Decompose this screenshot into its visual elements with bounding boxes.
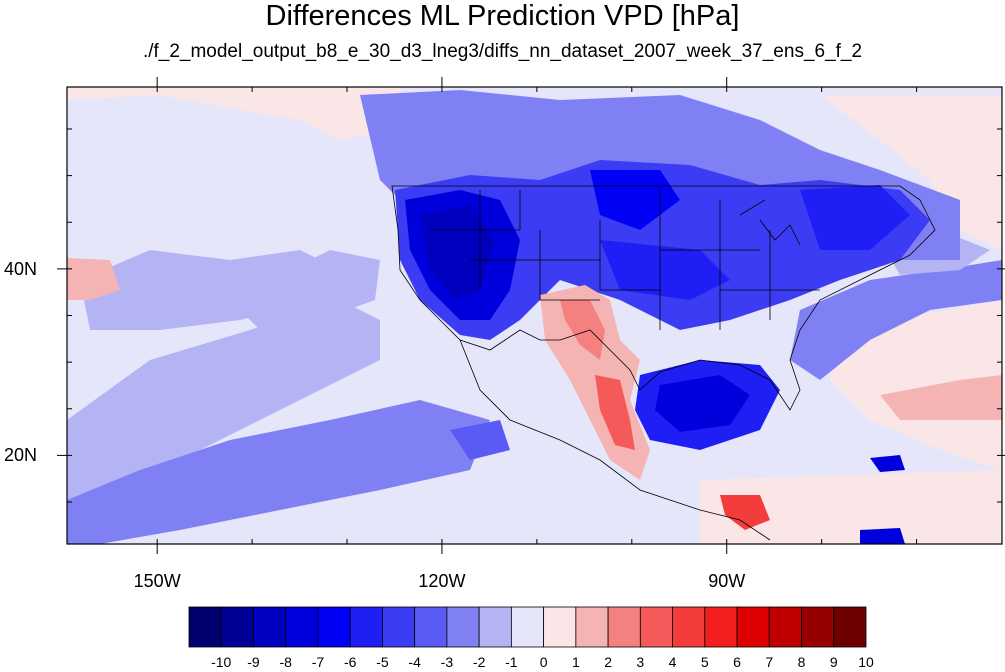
colorbar-swatch (220, 606, 254, 648)
colorbar-label: -4 (408, 654, 421, 670)
colorbar-swatch (446, 606, 480, 648)
lon-tick-label: 120W (418, 571, 466, 591)
colorbar-label: 4 (668, 654, 677, 670)
lon-tick-label: 150W (133, 571, 181, 591)
colorbar-swatch (543, 606, 577, 648)
colorbar-swatch (607, 606, 641, 648)
colorbar-swatch (349, 606, 383, 648)
colorbar-swatch (833, 606, 867, 648)
colorbar-swatch (704, 606, 738, 648)
colorbar-swatch (672, 606, 706, 648)
colorbar-label: 10 (858, 654, 874, 670)
colorbar-swatch (510, 606, 545, 648)
colorbar-swatch (736, 606, 770, 648)
colorbar-label: 2 (604, 654, 612, 670)
colorbar-swatch (382, 606, 416, 648)
contour-field (67, 87, 1002, 544)
axis-ticks (57, 77, 1005, 554)
colorbar-swatch (253, 606, 287, 648)
colorbar-label: -9 (247, 654, 260, 670)
colorbar-label: 0 (539, 654, 548, 670)
colorbar-label: -1 (505, 654, 518, 670)
lat-tick-label: 20N (4, 445, 38, 466)
lat-tick-label: 40N (4, 258, 38, 279)
colorbar-label: -10 (211, 654, 232, 670)
colorbar (188, 606, 867, 648)
colorbar-swatch (414, 606, 448, 648)
colorbar-label: 9 (829, 654, 838, 670)
colorbar-label: -2 (472, 654, 486, 670)
colorbar-label: 8 (797, 654, 806, 670)
colorbar-label: -7 (311, 654, 325, 670)
colorbar-swatch (801, 606, 835, 648)
colorbar-swatch (639, 606, 673, 648)
map-subtitle: ./f_2_model_output_b8_e_30_d3_lneg3/diff… (142, 41, 863, 62)
colorbar-label: 6 (733, 654, 741, 670)
colorbar-label: -5 (376, 654, 389, 670)
political-boundaries (391, 185, 936, 541)
map-title: Differences ML Prediction VPD [hPa] (265, 0, 740, 32)
lon-tick-label: 90W (708, 571, 746, 591)
colorbar-label: -8 (279, 654, 292, 670)
colorbar-swatch (285, 606, 319, 648)
colorbar-swatch (478, 606, 512, 648)
colorbar-label: -6 (343, 654, 357, 670)
colorbar-swatch (317, 606, 351, 648)
colorbar-label: 7 (765, 654, 774, 670)
colorbar-label: 5 (700, 654, 709, 670)
colorbar-label: -3 (440, 654, 454, 670)
colorbar-swatch (768, 606, 802, 648)
colorbar-swatch (575, 606, 609, 648)
colorbar-label: 3 (636, 654, 645, 670)
colorbar-label: 1 (571, 654, 580, 670)
colorbar-swatch (188, 606, 222, 648)
